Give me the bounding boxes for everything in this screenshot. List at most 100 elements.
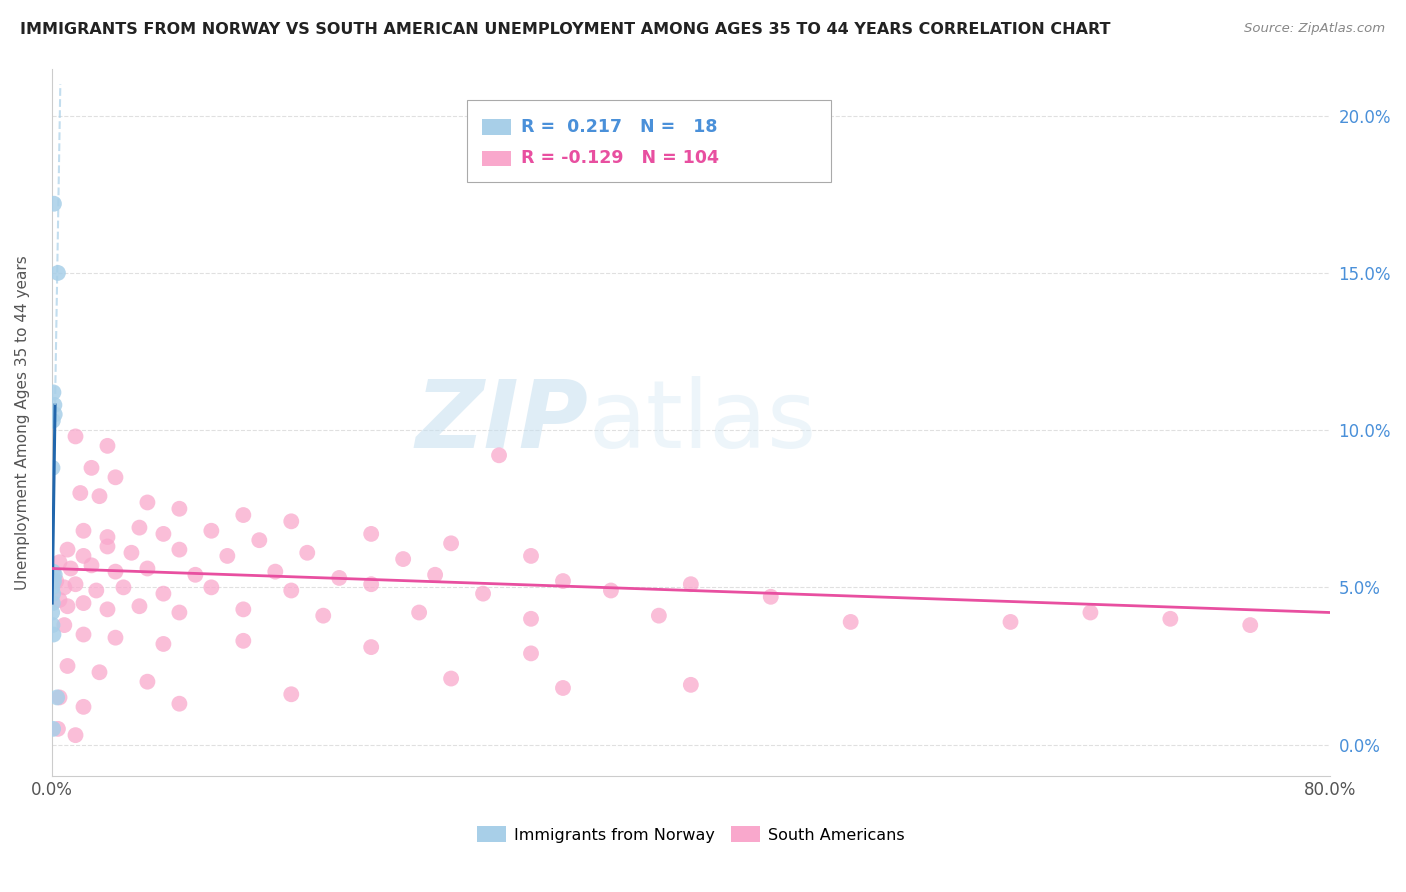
Point	[839, 615, 862, 629]
Point	[59, 561, 82, 575]
Point	[679, 577, 702, 591]
Point	[72, 549, 94, 563]
Point	[89, 489, 111, 503]
Point	[56, 659, 79, 673]
Point	[184, 567, 207, 582]
Text: R = -0.129   N = 104: R = -0.129 N = 104	[520, 149, 718, 168]
Point	[169, 697, 191, 711]
Point	[217, 549, 239, 563]
Point	[72, 596, 94, 610]
Point	[328, 571, 350, 585]
Point	[104, 631, 127, 645]
Point	[48, 555, 70, 569]
Point	[488, 448, 510, 462]
Point	[65, 429, 87, 443]
Point	[56, 599, 79, 614]
Point	[232, 602, 254, 616]
Point	[280, 583, 302, 598]
Point	[152, 527, 174, 541]
Point	[44, 408, 66, 422]
Point	[41, 580, 63, 594]
Point	[48, 690, 70, 705]
Point	[1080, 606, 1102, 620]
Point	[200, 524, 222, 538]
Text: ZIP: ZIP	[416, 376, 589, 468]
Point	[53, 580, 76, 594]
Point	[136, 561, 159, 575]
Point	[41, 606, 63, 620]
Point	[247, 533, 270, 548]
Text: atlas: atlas	[589, 376, 817, 468]
Point	[72, 699, 94, 714]
Point	[42, 722, 65, 736]
Point	[551, 681, 574, 695]
Point	[360, 640, 382, 654]
Point	[297, 546, 319, 560]
Point	[648, 608, 671, 623]
Point	[120, 546, 142, 560]
FancyBboxPatch shape	[482, 151, 510, 166]
Point	[72, 524, 94, 538]
Point	[360, 527, 382, 541]
Point	[96, 540, 118, 554]
Point	[232, 633, 254, 648]
Point	[42, 196, 65, 211]
Point	[169, 542, 191, 557]
Point	[46, 690, 69, 705]
Point	[45, 574, 67, 588]
Point	[128, 599, 150, 614]
Text: IMMIGRANTS FROM NORWAY VS SOUTH AMERICAN UNEMPLOYMENT AMONG AGES 35 TO 44 YEARS : IMMIGRANTS FROM NORWAY VS SOUTH AMERICAN…	[20, 22, 1111, 37]
Point	[169, 606, 191, 620]
Point	[280, 514, 302, 528]
Point	[759, 590, 782, 604]
Point	[84, 583, 107, 598]
Point	[112, 580, 135, 594]
Point	[53, 618, 76, 632]
Point	[96, 602, 118, 616]
Text: Source: ZipAtlas.com: Source: ZipAtlas.com	[1244, 22, 1385, 36]
Point	[80, 461, 103, 475]
Y-axis label: Unemployment Among Ages 35 to 44 years: Unemployment Among Ages 35 to 44 years	[15, 255, 30, 590]
Point	[1159, 612, 1181, 626]
Point	[96, 530, 118, 544]
Point	[360, 577, 382, 591]
Point	[41, 461, 63, 475]
Point	[56, 542, 79, 557]
Point	[42, 587, 65, 601]
Point	[46, 266, 69, 280]
Point	[232, 508, 254, 522]
FancyBboxPatch shape	[482, 120, 510, 135]
Point	[65, 577, 87, 591]
Point	[128, 520, 150, 534]
Point	[152, 587, 174, 601]
Point	[46, 722, 69, 736]
Point	[440, 672, 463, 686]
Point	[72, 627, 94, 641]
Point	[280, 687, 302, 701]
Point	[520, 612, 543, 626]
Point	[169, 501, 191, 516]
Point	[42, 596, 65, 610]
Point	[152, 637, 174, 651]
Point	[408, 606, 430, 620]
Point	[42, 627, 65, 641]
Point	[1239, 618, 1261, 632]
Point	[48, 593, 70, 607]
Point	[679, 678, 702, 692]
Point	[96, 439, 118, 453]
Point	[104, 470, 127, 484]
Point	[42, 414, 65, 428]
Point	[440, 536, 463, 550]
Point	[69, 486, 91, 500]
Point	[136, 495, 159, 509]
Point	[1000, 615, 1022, 629]
Point	[520, 549, 543, 563]
Point	[89, 665, 111, 680]
Point	[42, 565, 65, 579]
Point	[200, 580, 222, 594]
Point	[264, 565, 287, 579]
Legend: Immigrants from Norway, South Americans: Immigrants from Norway, South Americans	[478, 827, 904, 843]
Point	[520, 647, 543, 661]
Point	[65, 728, 87, 742]
Point	[136, 674, 159, 689]
